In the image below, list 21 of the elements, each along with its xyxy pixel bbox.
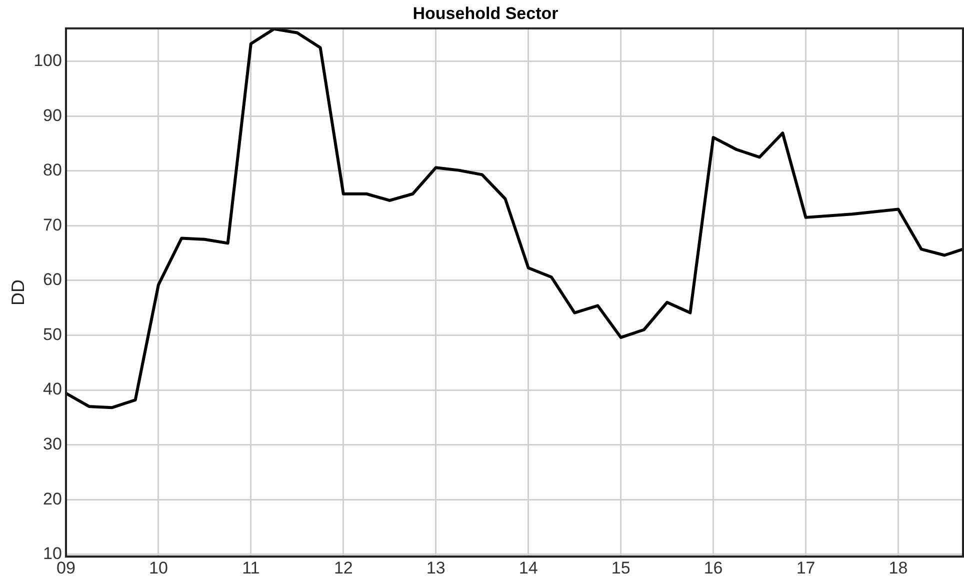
x-tick-label: 11 (242, 558, 260, 578)
x-tick-label: 12 (334, 558, 353, 578)
chart-title: Household Sector (412, 4, 559, 23)
x-tick-label: 14 (518, 558, 538, 578)
y-tick-label: 20 (43, 489, 62, 508)
x-tick-label: 10 (148, 558, 168, 578)
x-tick-label: 16 (704, 558, 723, 578)
x-tick-label: 13 (426, 558, 446, 578)
y-tick-label: 70 (43, 215, 62, 234)
y-tick-label: 40 (43, 380, 62, 399)
y-tick-label: 50 (43, 324, 62, 344)
x-tick-label: 09 (56, 558, 76, 578)
y-tick-label: 100 (34, 50, 62, 70)
y-tick-label: 90 (43, 106, 62, 125)
x-tick-label: 18 (888, 558, 908, 578)
y-tick-label: 30 (43, 434, 62, 454)
x-tick-label: 17 (796, 558, 816, 578)
y-tick-label: 60 (43, 270, 62, 290)
y-axis-title: DD (8, 280, 28, 306)
x-tick-label: 15 (611, 558, 630, 578)
y-tick-label: 80 (43, 160, 62, 180)
